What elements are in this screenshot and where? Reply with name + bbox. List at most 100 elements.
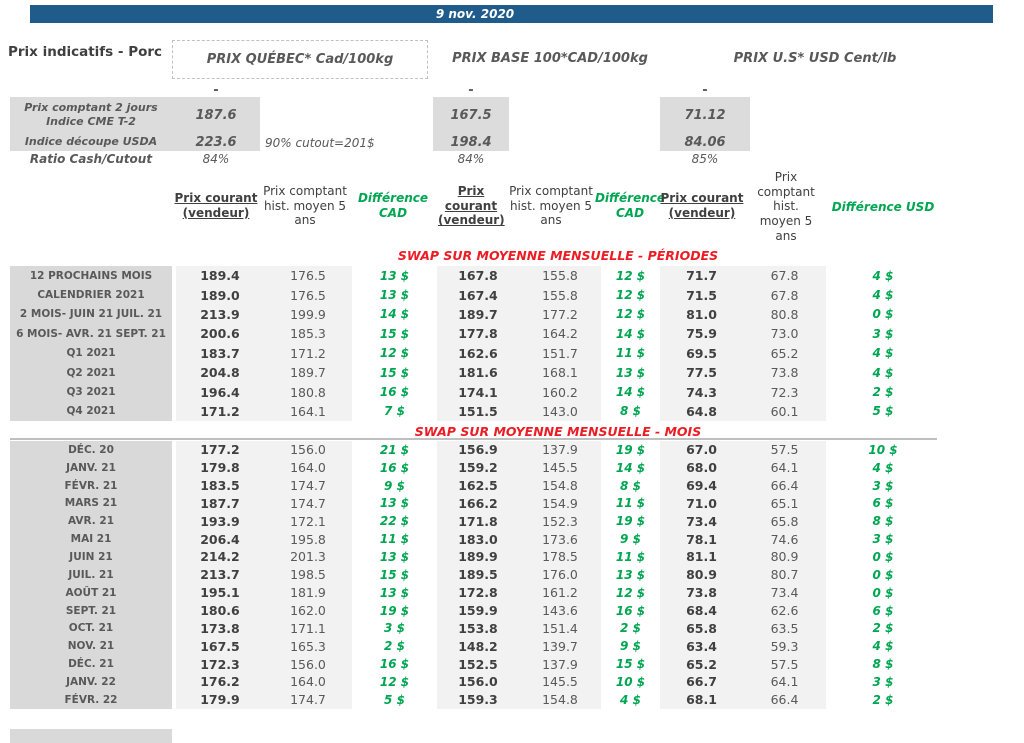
base-diff-value: 14 $ — [615, 460, 646, 475]
base-hist-value: 177.2 — [519, 304, 601, 325]
quebec-current-header: Prix courant (vendeur) — [174, 191, 258, 220]
us-hist-value: 67.8 — [743, 285, 826, 305]
quebec-current-value: 183.7 — [176, 343, 264, 363]
base-current-value: 181.6 — [437, 362, 519, 383]
quebec-current-value: 167.5 — [176, 637, 264, 656]
us-diff-value: 4 $ — [872, 268, 894, 283]
periodes-table: 12 PROCHAINS MOIS 189.4 176.5 13 $ 167.8 155.… — [10, 266, 940, 422]
quebec-hist-value: 174.7 — [264, 690, 352, 709]
ratio-row: Ratio Cash/Cutout 84% — [10, 152, 260, 166]
row-label: JUIL. 21 — [10, 565, 172, 584]
base-diff-value: 9 $ — [620, 639, 641, 654]
base-diff-value: 4 $ — [620, 692, 641, 707]
us-section-header: PRIX U.S* USD Cent/lb — [733, 51, 897, 66]
us-current-value: 65.2 — [660, 655, 743, 673]
quebec-hist-value: 164.0 — [264, 458, 352, 477]
base-hist-value: 137.9 — [519, 655, 601, 673]
us-diff-header: Différence USD — [831, 200, 935, 214]
base-diff-value: 14 $ — [615, 385, 646, 400]
row-label: AVR. 21 — [10, 512, 172, 531]
us-hist-value: 57.5 — [743, 441, 826, 459]
quebec-current-value: 204.8 — [176, 362, 264, 383]
us-hist-value: 73.8 — [743, 362, 826, 383]
quebec-hist-value: 195.8 — [264, 530, 352, 549]
spot-quebec-cme-value: 187.6 — [195, 107, 237, 123]
us-hist-value: 73.4 — [743, 583, 826, 602]
quebec-current-value: 176.2 — [176, 672, 264, 691]
us-diff-value: 4 $ — [872, 365, 894, 380]
us-current-value: 64.8 — [660, 401, 743, 422]
quebec-diff-value: 19 $ — [379, 603, 410, 618]
us-current-value: 67.0 — [660, 441, 743, 459]
table-row: 12 PROCHAINS MOIS 189.4 176.5 13 $ 167.8 155.… — [10, 266, 940, 286]
quebec-diff-value: 13 $ — [379, 496, 410, 511]
base-current-value: 159.9 — [437, 601, 519, 620]
row-label: 6 MOIS- AVR. 21 SEPT. 21 — [10, 324, 172, 344]
quebec-current-value: 195.1 — [176, 583, 264, 602]
table-row: AVR. 21 193.9 172.1 22 $ 171.8 152.3 19 $ 73.4 6… — [10, 512, 940, 531]
us-hist-value: 64.1 — [743, 458, 826, 477]
us-hist-value: 80.9 — [743, 548, 826, 566]
base-diff-value: 9 $ — [620, 532, 641, 547]
quebec-hist-value: 164.0 — [264, 672, 352, 691]
row-label: MAI 21 — [10, 530, 172, 549]
row-label: Q3 2021 — [10, 382, 172, 402]
table-row: CALENDRIER 2021 189.0 176.5 13 $ 167.4 155.8 1… — [10, 285, 940, 305]
base-current-value: 156.0 — [437, 672, 519, 691]
page-title: Prix indicatifs - Porc — [8, 44, 163, 60]
base-current-value: 167.8 — [437, 266, 519, 286]
quebec-diff-value: 13 $ — [379, 585, 410, 600]
quebec-hist-header: Prix comptant hist. moyen 5 ans — [263, 184, 347, 228]
table-row: DÉC. 21 172.3 156.0 16 $ 152.5 137.9 15 $ 65.2 5… — [10, 655, 940, 673]
quebec-hist-value: 181.9 — [264, 583, 352, 602]
base-hist-value: 176.0 — [519, 565, 601, 584]
row-label: FÉVR. 22 — [10, 690, 172, 709]
quebec-hist-value: 199.9 — [264, 304, 352, 325]
ratio-label: Ratio Cash/Cutout — [29, 152, 153, 166]
table-row: NOV. 21 167.5 165.3 2 $ 148.2 139.7 9 $ 63.4 59.… — [10, 637, 940, 656]
base-hist-value: 168.1 — [519, 362, 601, 383]
spot-base-usda-value: 198.4 — [450, 134, 492, 150]
base-hist-value: 155.8 — [519, 285, 601, 305]
quebec-hist-value: 185.3 — [264, 324, 352, 344]
row-label: Q1 2021 — [10, 343, 172, 363]
quebec-hist-value: 156.0 — [264, 655, 352, 673]
report-date: 9 nov. 2020 — [435, 7, 515, 21]
base-hist-value: 151.4 — [519, 619, 601, 638]
quebec-hist-value: 174.7 — [264, 476, 352, 495]
quebec-hist-value: 171.2 — [264, 343, 352, 363]
base-current-value: 159.3 — [437, 690, 519, 709]
us-hist-value: 73.0 — [743, 324, 826, 344]
quebec-current-value: 213.9 — [176, 304, 264, 325]
us-diff-value: 5 $ — [872, 404, 894, 419]
periodes-section-heading: SWAP SUR MOYENNE MENSUELLE - PÉRIODES — [397, 248, 719, 263]
us-current-value: 71.5 — [660, 285, 743, 305]
base-hist-value: 155.8 — [519, 266, 601, 286]
base-current-value: 166.2 — [437, 494, 519, 513]
us-hist-value: 63.5 — [743, 619, 826, 638]
quebec-hist-value: 165.3 — [264, 637, 352, 656]
base-hist-value: 178.5 — [519, 548, 601, 566]
row-label: Q4 2021 — [10, 401, 172, 422]
base-diff-value: 15 $ — [615, 657, 646, 672]
us-current-header: Prix courant (vendeur) — [660, 191, 744, 220]
us-diff-value: 0 $ — [872, 567, 894, 582]
quebec-diff-value: 9 $ — [384, 478, 405, 493]
us-diff-value: 0 $ — [872, 549, 894, 564]
base-hist-value: 154.8 — [519, 476, 601, 495]
table-row: MARS 21 187.7 174.7 13 $166.2 154.9 11 $71.0 6… — [10, 494, 940, 513]
us-current-value: 74.3 — [660, 382, 743, 402]
quebec-current-value: 189.4 — [176, 266, 264, 286]
base-current-value: 148.2 — [437, 637, 519, 656]
spot-base-block: 167.5 198.4 — [433, 97, 509, 151]
row-label: DÉC. 21 — [10, 655, 172, 673]
us-hist-value: 60.1 — [743, 401, 826, 422]
base-section-header: PRIX BASE 100*CAD/100kg — [452, 51, 648, 66]
quebec-diff-value: 15 $ — [379, 326, 410, 341]
table-row: SEPT. 21 180.6 162.0 19 $ 159.9 143.6 16 $ 68.4… — [10, 601, 940, 620]
quebec-current-value: 187.7 — [176, 494, 264, 513]
table-row: DÉC. 20 177.2 156.0 21 $ 156.9 137.9 19 $ 67.0 5… — [10, 441, 940, 459]
quebec-current-value: 189.0 — [176, 285, 264, 305]
base-diff-value: 11 $ — [615, 346, 646, 361]
base-current-value: 177.8 — [437, 324, 519, 344]
